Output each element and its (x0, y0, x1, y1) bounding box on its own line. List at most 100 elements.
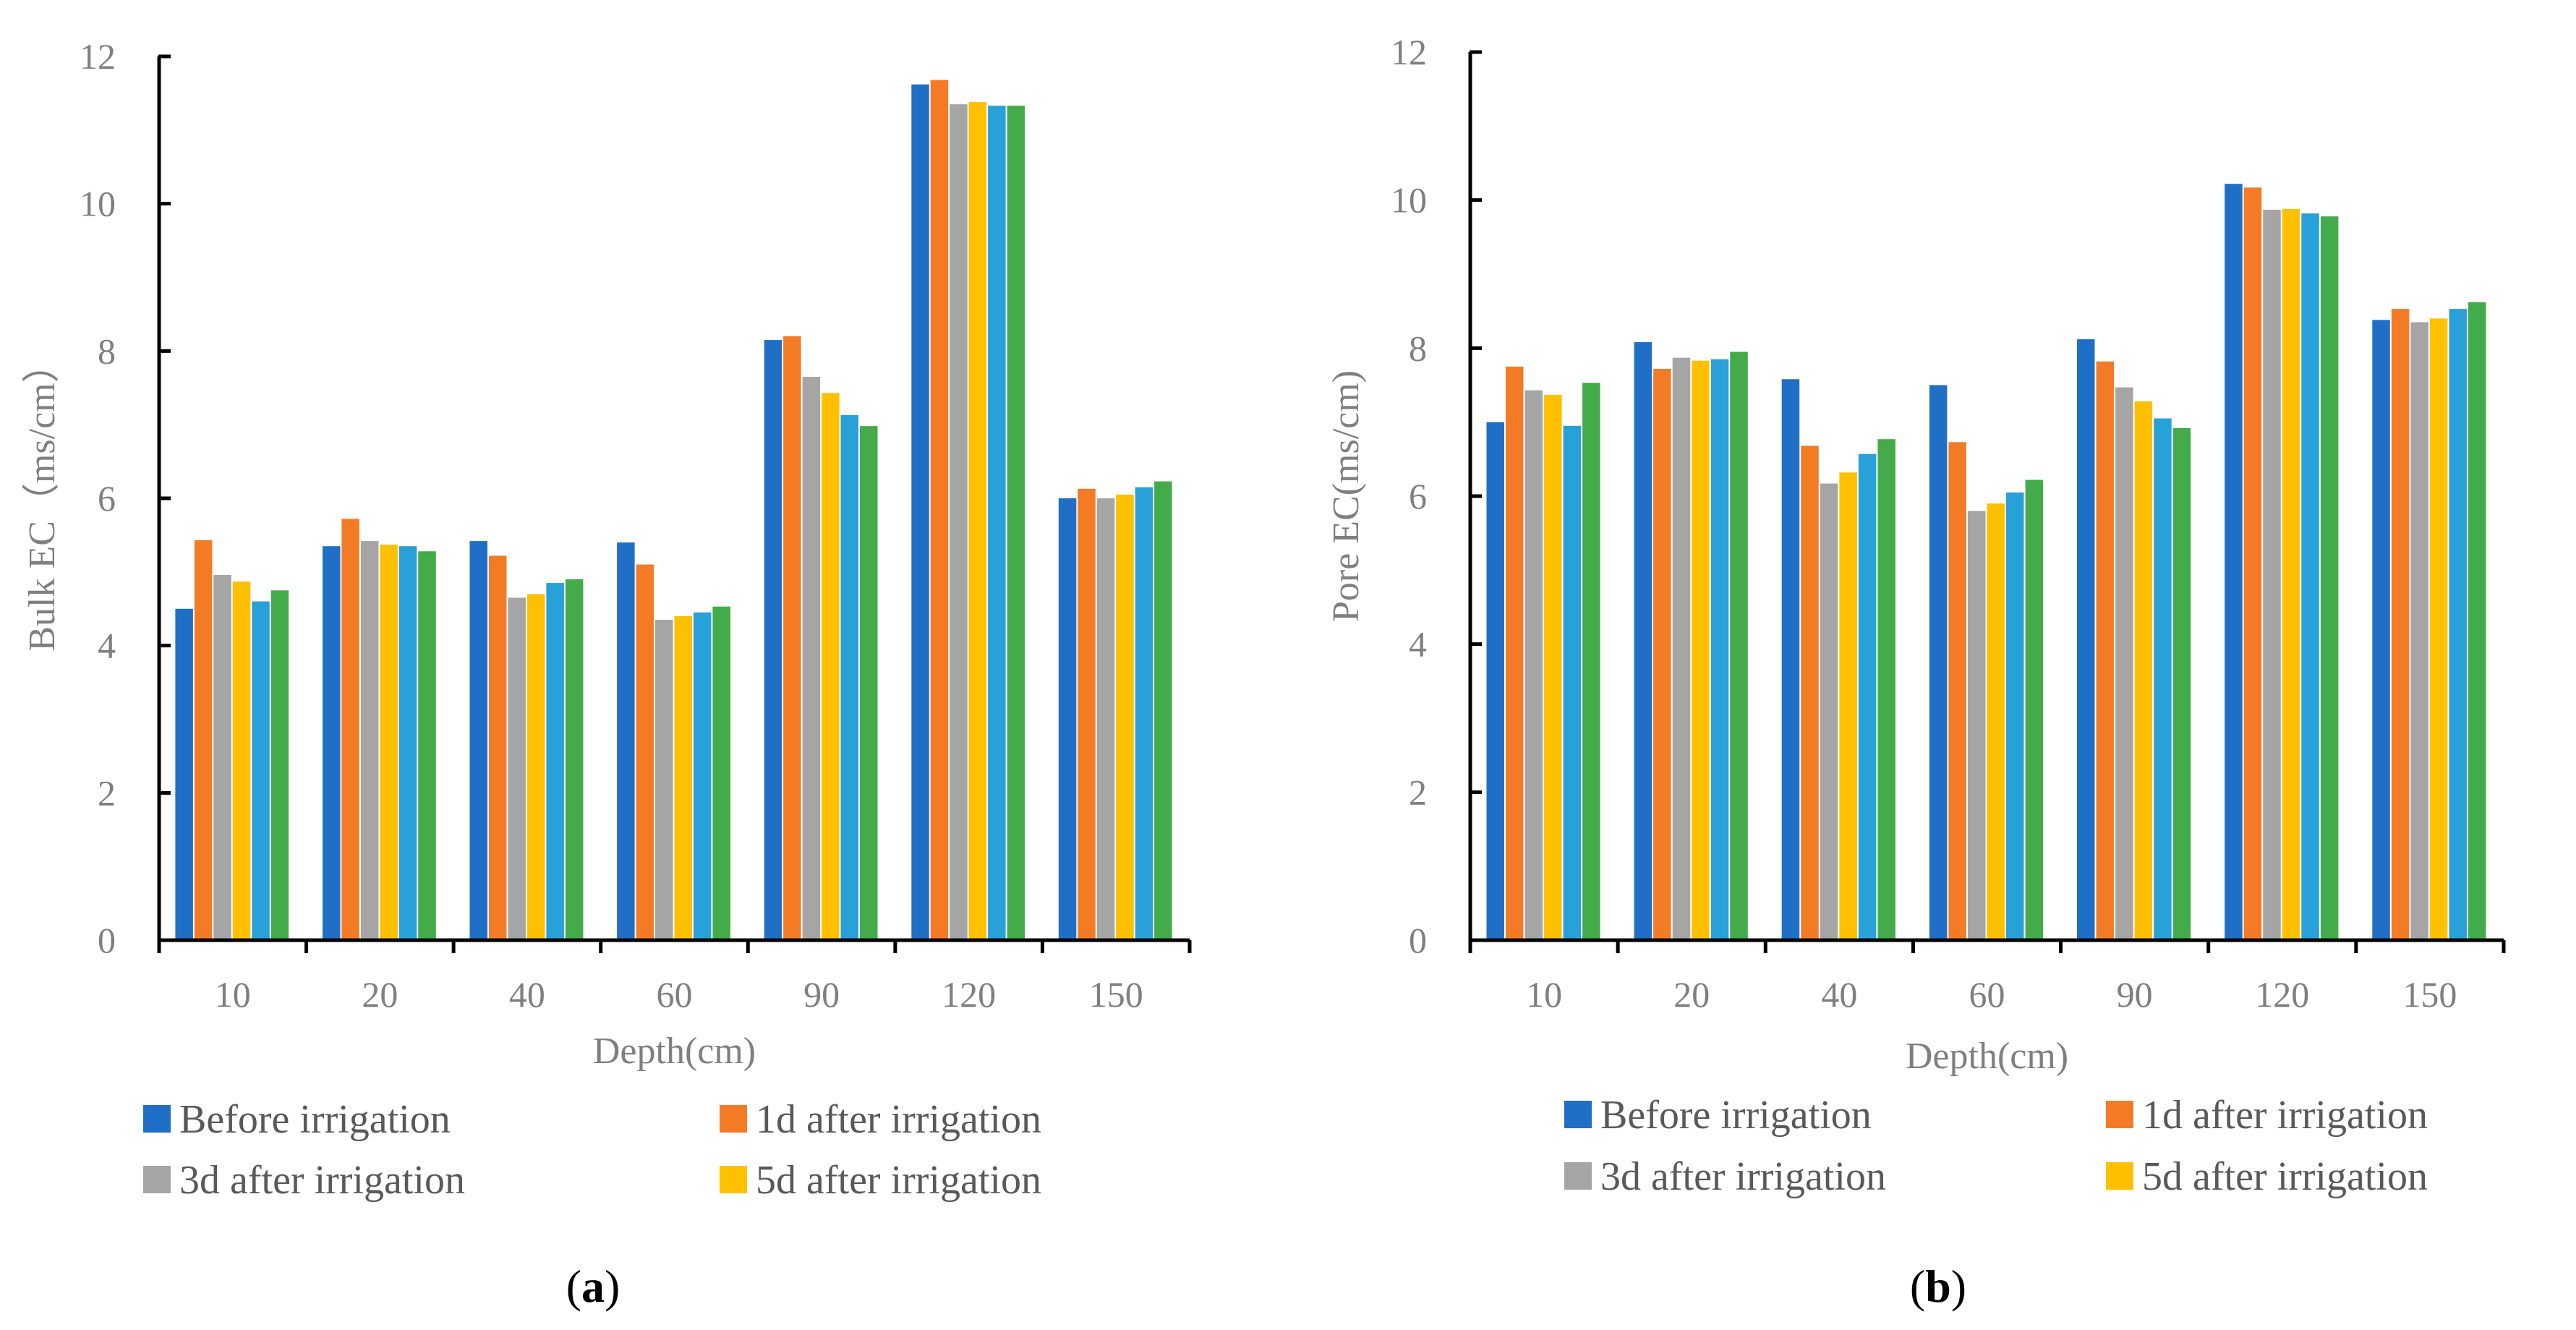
bar-60-series-5 (2006, 492, 2024, 940)
bar-20-series-3 (1672, 357, 1691, 941)
legend-entry-label: Before irrigation (179, 1097, 451, 1142)
x-tick-label: 40 (1821, 974, 1857, 1015)
y-axis-title: Bulk EC（ms/cm） (22, 345, 63, 651)
bar-90-series-6 (860, 426, 878, 940)
y-tick-label: 4 (1409, 624, 1427, 665)
bar-10-series-6 (270, 590, 289, 940)
x-tick-label: 20 (1673, 974, 1710, 1015)
legend-entry-label: 5d after irrigation (756, 1158, 1041, 1203)
y-tick-label: 2 (98, 772, 116, 813)
bar-60-series-3 (655, 620, 673, 940)
x-tick-label: 40 (509, 974, 545, 1015)
bar-120-series-3 (2263, 210, 2281, 940)
bar-90-series-4 (2134, 401, 2153, 940)
bar-120-series-6 (1007, 106, 1025, 941)
legend-swatch (143, 1166, 171, 1193)
bar-120-series-2 (2243, 187, 2262, 940)
bar-20-series-6 (418, 551, 436, 940)
bar-10-series-2 (1506, 366, 1524, 940)
bar-120-series-2 (930, 80, 949, 941)
bar-40-series-1 (469, 541, 487, 940)
bar-40-series-6 (565, 579, 584, 940)
bar-40-series-5 (1858, 453, 1877, 940)
panel-label-letter: b (1925, 1261, 1951, 1312)
bar-150-series-5 (1135, 487, 1153, 940)
bar-20-series-4 (380, 545, 398, 940)
bar-150-series-1 (2372, 320, 2390, 940)
panel-label-letter: a (581, 1261, 605, 1312)
bar-60-series-4 (1987, 503, 2005, 940)
bar-40-series-4 (1839, 472, 1857, 940)
bar-20-series-5 (1710, 359, 1729, 940)
bar-20-series-2 (341, 519, 359, 940)
bar-10-series-4 (232, 581, 251, 940)
y-tick-label: 2 (1409, 772, 1427, 812)
legend-entry-label: 1d after irrigation (756, 1097, 1041, 1142)
bar-60-series-5 (694, 612, 712, 940)
bar-60-series-1 (617, 542, 635, 940)
bar-20-series-6 (1730, 351, 1748, 940)
y-tick-label: 12 (80, 36, 116, 77)
bar-40-series-2 (1801, 446, 1819, 940)
bar-150-series-3 (1096, 498, 1115, 940)
bar-90-series-1 (764, 340, 782, 941)
y-tick-label: 8 (98, 331, 116, 371)
bar-40-series-5 (546, 583, 564, 940)
panel-label: (b) (1910, 1261, 1966, 1312)
y-tick-label: 0 (98, 920, 116, 960)
bar-150-series-2 (1078, 488, 1096, 940)
x-tick-label: 20 (362, 974, 398, 1015)
y-tick-label: 8 (1409, 328, 1427, 368)
bar-60-series-6 (712, 606, 730, 940)
bar-150-series-6 (2468, 302, 2486, 940)
y-tick-label: 10 (1391, 180, 1427, 221)
bar-20-series-3 (360, 541, 379, 940)
bar-150-series-4 (1116, 494, 1134, 940)
x-tick-label: 10 (215, 974, 251, 1015)
y-tick-label: 6 (98, 478, 116, 519)
bar-20-series-1 (323, 546, 341, 940)
bar-150-series-2 (2391, 309, 2410, 941)
bar-10-series-4 (1544, 394, 1562, 940)
bar-120-series-5 (2301, 213, 2319, 941)
bar-90-series-2 (783, 336, 801, 940)
legend-swatch (2106, 1162, 2133, 1190)
bar-120-series-3 (950, 104, 968, 941)
x-tick-label: 120 (942, 974, 996, 1015)
x-tick-label: 90 (2117, 974, 2153, 1015)
legend-swatch (720, 1166, 747, 1193)
x-axis-title: Depth(cm) (1906, 1036, 2068, 1077)
bar-150-series-5 (2449, 309, 2467, 941)
legend-entry-label: 5d after irrigation (2142, 1154, 2428, 1199)
bar-150-series-6 (1154, 481, 1172, 940)
x-tick-label: 60 (657, 974, 693, 1015)
bar-90-series-4 (822, 393, 840, 940)
bar-120-series-5 (988, 106, 1006, 941)
bar-10-series-3 (1524, 390, 1543, 940)
legend-entry-label: 3d after irrigation (1600, 1154, 1886, 1199)
bar-40-series-4 (526, 594, 545, 940)
legend-swatch (143, 1105, 171, 1133)
chart-panel-a: 0 2 4 6 8 10 12 10 20 40 60 90 120 150 Depth(cm) Bulk E… (22, 36, 1192, 1312)
bar-10-series-1 (175, 608, 193, 941)
legend-swatch (720, 1105, 747, 1133)
bar-90-series-1 (2077, 339, 2095, 941)
y-axis-title: Pore EC(ms/cm) (1326, 370, 1367, 622)
legend-entry-label: Before irrigation (1600, 1093, 1872, 1138)
bar-90-series-5 (2154, 418, 2172, 940)
x-tick-label: 10 (1526, 974, 1562, 1015)
bar-10-series-3 (213, 574, 231, 940)
bar-150-series-4 (2429, 318, 2448, 940)
bar-60-series-3 (1968, 511, 1986, 940)
bar-90-series-2 (2096, 361, 2115, 940)
x-tick-label: 90 (803, 974, 840, 1015)
legend-swatch (2106, 1101, 2133, 1128)
bar-40-series-2 (489, 555, 507, 940)
bar-60-series-6 (2025, 479, 2044, 940)
bar-40-series-6 (1877, 439, 1895, 940)
bar-20-series-5 (398, 546, 417, 940)
legend-entry-label: 1d after irrigation (2142, 1093, 2428, 1138)
bar-20-series-4 (1692, 360, 1710, 940)
bar-10-series-5 (252, 601, 270, 940)
